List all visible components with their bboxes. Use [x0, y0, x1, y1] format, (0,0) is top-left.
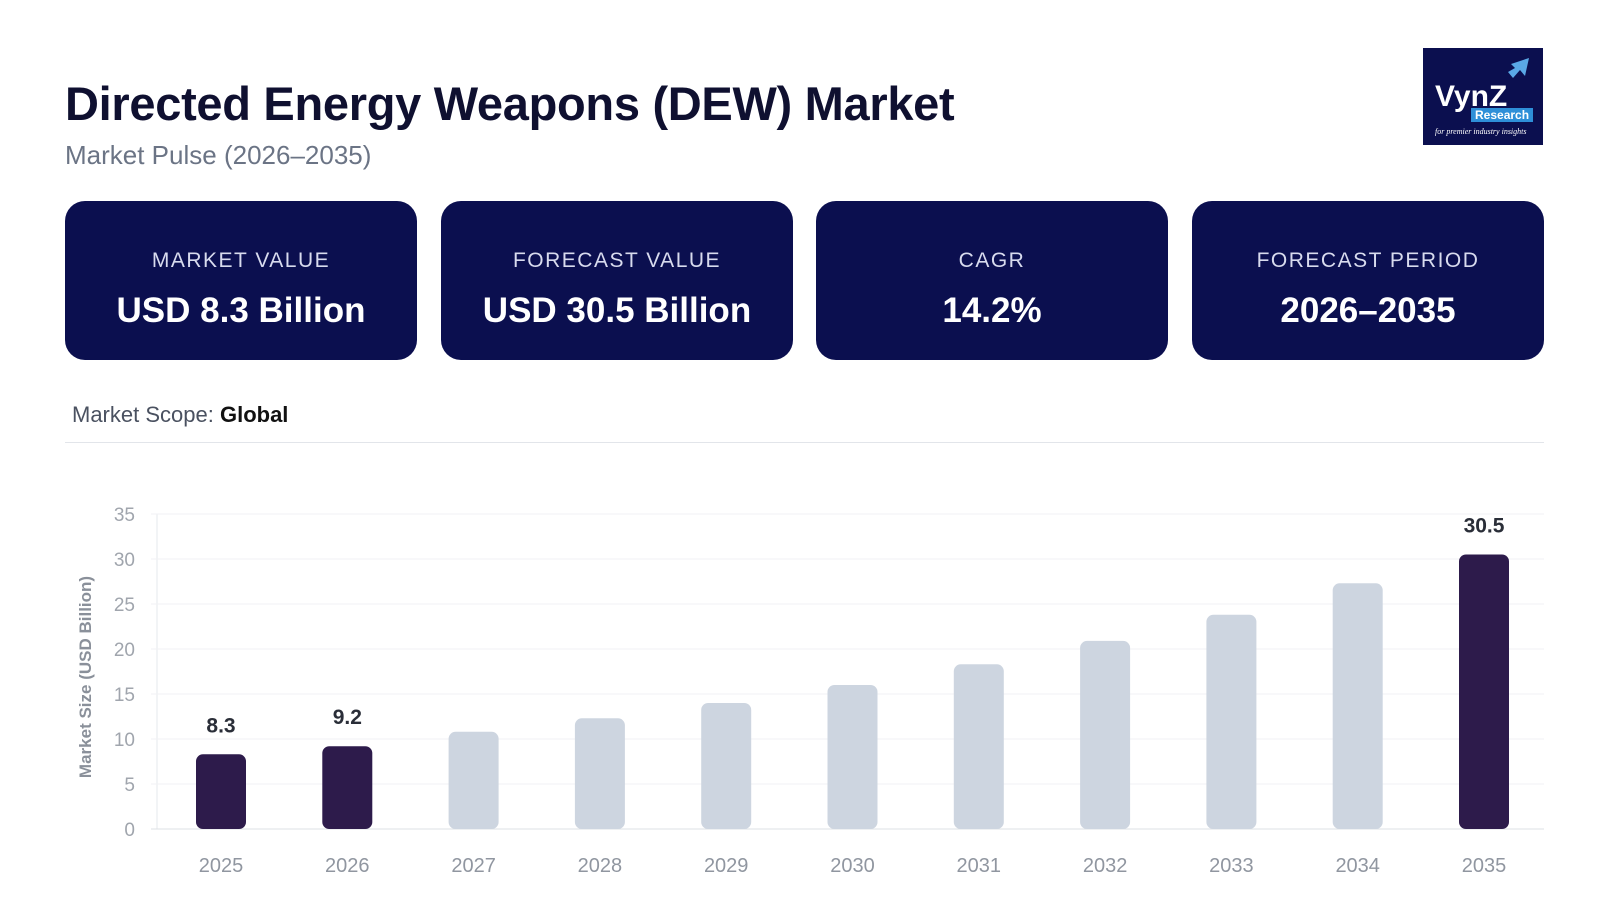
market-scope: Market Scope: Global: [72, 402, 288, 428]
x-tick-label: 2035: [1462, 855, 1507, 877]
data-label: 8.3: [206, 714, 235, 737]
x-tick-label: 2025: [199, 855, 244, 877]
y-tick-label: 0: [124, 820, 135, 841]
x-tick-label: 2027: [451, 855, 496, 877]
cagr-card: CAGR 14.2%: [816, 201, 1168, 360]
card-value: 14.2%: [942, 291, 1042, 330]
scope-label: Market Scope:: [72, 402, 214, 427]
card-value: 2026–2035: [1280, 291, 1456, 330]
card-value: USD 8.3 Billion: [116, 291, 366, 330]
card-label: FORECAST VALUE: [512, 249, 722, 272]
x-tick-label: 2029: [704, 855, 749, 877]
bar-2025: [196, 754, 246, 829]
x-tick-label: 2034: [1335, 855, 1380, 877]
svg-text:VynZ: VynZ: [1435, 80, 1507, 113]
svg-text:for premier industry insights: for premier industry insights: [1435, 127, 1526, 136]
forecast-value-card: FORECAST VALUE USD 30.5 Billion: [441, 201, 793, 360]
y-axis-label: Market Size (USD Billion): [76, 576, 95, 778]
x-tick-label: 2030: [830, 855, 875, 877]
forecast-period-card: FORECAST PERIOD 2026–2035: [1192, 201, 1544, 360]
bar-chart: Market Size (USD Billion) 05101520253035…: [76, 505, 1544, 877]
bar-2027: [448, 731, 499, 829]
x-tick-label: 2026: [325, 855, 370, 877]
x-tick-label: 2033: [1209, 855, 1254, 877]
card-label: CAGR: [958, 249, 1026, 272]
x-tick-label: 2031: [957, 855, 1002, 877]
bar-2033: [1206, 614, 1257, 829]
x-tick-label: 2032: [1083, 855, 1128, 877]
bar-2029: [701, 703, 752, 829]
bar-2032: [1080, 640, 1131, 829]
bar-2031: [953, 664, 1004, 829]
page-subtitle: Market Pulse (2026–2035): [65, 140, 372, 170]
page-title: Directed Energy Weapons (DEW) Market: [65, 77, 955, 130]
bar-2034: [1332, 583, 1383, 829]
divider: [65, 442, 1544, 443]
data-label: 30.5: [1464, 515, 1505, 538]
y-tick-label: 20: [114, 640, 135, 661]
y-tick-label: 35: [114, 505, 135, 526]
card-label: FORECAST PERIOD: [1256, 249, 1480, 272]
card-label: MARKET VALUE: [151, 249, 331, 272]
scope-value: Global: [219, 402, 289, 427]
card-value: USD 30.5 Billion: [482, 291, 752, 330]
y-tick-label: 30: [114, 550, 135, 571]
y-tick-label: 10: [114, 730, 135, 751]
y-tick-label: 25: [114, 595, 135, 616]
bar-2028: [574, 718, 625, 829]
x-tick-label: 2028: [578, 855, 623, 877]
data-label: 9.2: [333, 706, 362, 729]
bar-2026: [322, 746, 373, 829]
svg-text:Research: Research: [1475, 108, 1529, 122]
market-value-card: MARKET VALUE USD 8.3 Billion: [65, 201, 417, 360]
bar-2030: [827, 685, 878, 829]
vynz-research-logo: VynZ Research for premier industry insig…: [1423, 48, 1543, 145]
y-tick-label: 5: [124, 775, 135, 796]
bar-2035: [1459, 554, 1509, 829]
y-tick-label: 15: [114, 685, 135, 706]
